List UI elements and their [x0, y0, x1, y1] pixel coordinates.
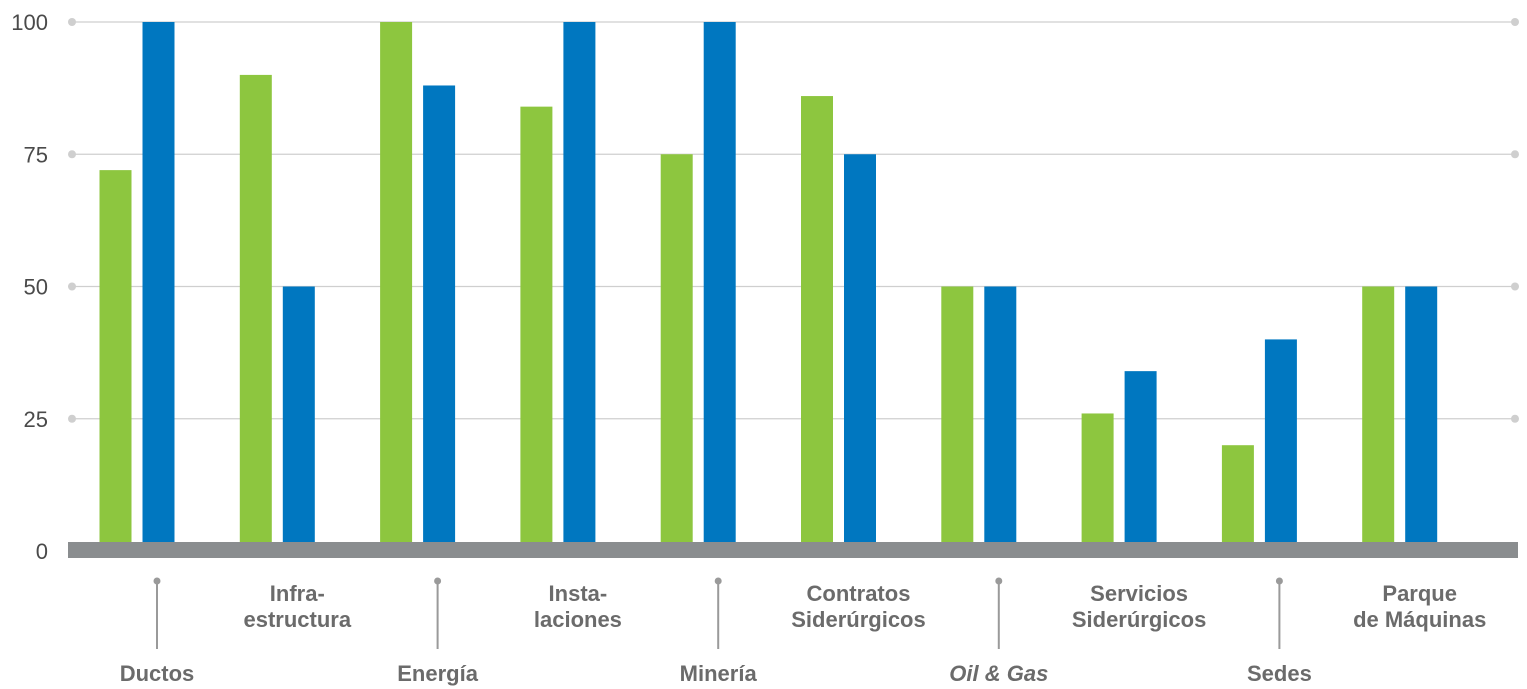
- gridline-start-dot: [68, 282, 76, 291]
- category-label: Siderúrgicos: [1072, 607, 1206, 632]
- bar: [1221, 445, 1254, 551]
- bar: [99, 170, 132, 551]
- gridline-start-dot: [68, 414, 76, 423]
- gridline-end-dot: [1511, 282, 1519, 291]
- bar: [801, 96, 833, 551]
- category-label: Contratos: [807, 581, 911, 606]
- x-axis-bar: [68, 542, 1518, 558]
- bar: [1362, 286, 1395, 551]
- category-label: Parque: [1382, 581, 1457, 606]
- category-label: estructura: [244, 607, 352, 632]
- category-label: Servicios: [1090, 581, 1188, 606]
- bar: [563, 22, 596, 551]
- gridline-start-dot: [68, 18, 76, 26]
- category-label: Siderúrgicos: [791, 607, 925, 632]
- category-label: de Máquinas: [1353, 607, 1486, 632]
- x-axis: Ductos Infra-estructura Energía Insta-lacio…: [68, 542, 1518, 686]
- y-tick-label: 25: [24, 407, 48, 432]
- bar: [941, 286, 974, 551]
- category-label-group: Sedes: [1247, 577, 1312, 686]
- gridline-start-dot: [68, 150, 76, 159]
- category-label: laciones: [534, 607, 622, 632]
- bar: [703, 22, 736, 551]
- bar: [844, 154, 876, 551]
- category-label: Infra-: [270, 581, 325, 606]
- y-tick-label: 0: [36, 539, 48, 564]
- gridline-end-dot: [1511, 414, 1519, 423]
- bar: [520, 106, 553, 551]
- y-tick-label: 100: [11, 10, 48, 35]
- category-label-group: Minería: [680, 577, 758, 686]
- bar: [142, 22, 175, 551]
- y-tick-label: 50: [24, 275, 48, 300]
- bar: [1081, 413, 1114, 551]
- bar: [1264, 339, 1297, 551]
- y-axis: 0 25 50 75 100: [11, 10, 48, 564]
- bars-layer: [99, 22, 1438, 552]
- bar: [423, 85, 456, 551]
- bar: [282, 286, 315, 551]
- category-label-group: Ductos: [120, 577, 195, 686]
- bar: [984, 286, 1017, 551]
- bar: [1405, 286, 1438, 551]
- category-label: Energía: [397, 661, 478, 686]
- bar: [380, 22, 413, 551]
- category-label-group: Infra-estructura: [244, 581, 352, 632]
- category-label: Minería: [680, 661, 758, 686]
- category-label: Sedes: [1247, 661, 1312, 686]
- bar: [660, 154, 693, 551]
- y-tick-label: 75: [24, 142, 48, 167]
- gridline-end-dot: [1511, 150, 1519, 159]
- category-label: Oil & Gas: [949, 661, 1048, 686]
- gridline-end-dot: [1511, 18, 1519, 26]
- bar: [239, 74, 272, 552]
- category-label: Ductos: [120, 661, 195, 686]
- category-label-group: Energía: [397, 577, 479, 686]
- category-label: Insta-: [549, 581, 608, 606]
- bar: [1124, 371, 1157, 551]
- category-label-group: Insta-laciones: [534, 581, 622, 632]
- category-label-group: Oil & Gas: [949, 577, 1048, 686]
